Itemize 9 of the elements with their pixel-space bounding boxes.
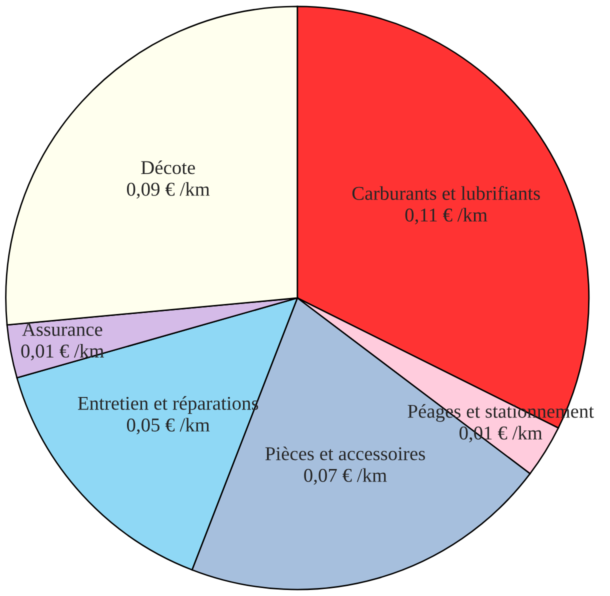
data-label: 0,05 € /km	[126, 418, 210, 434]
slice-label: Carburants et lubrifiants	[352, 186, 540, 200]
slice-label: Décote	[141, 160, 195, 174]
slice-label: Pièces et accessoires	[265, 446, 425, 460]
data-label: 0,09 € /km	[126, 182, 210, 199]
slice-label: Assurance	[22, 322, 102, 336]
data-label: 0,01 € /km	[21, 344, 104, 360]
data-label: 0,11 € /km	[405, 208, 488, 224]
data-label: 0,07 € /km	[304, 468, 387, 485]
